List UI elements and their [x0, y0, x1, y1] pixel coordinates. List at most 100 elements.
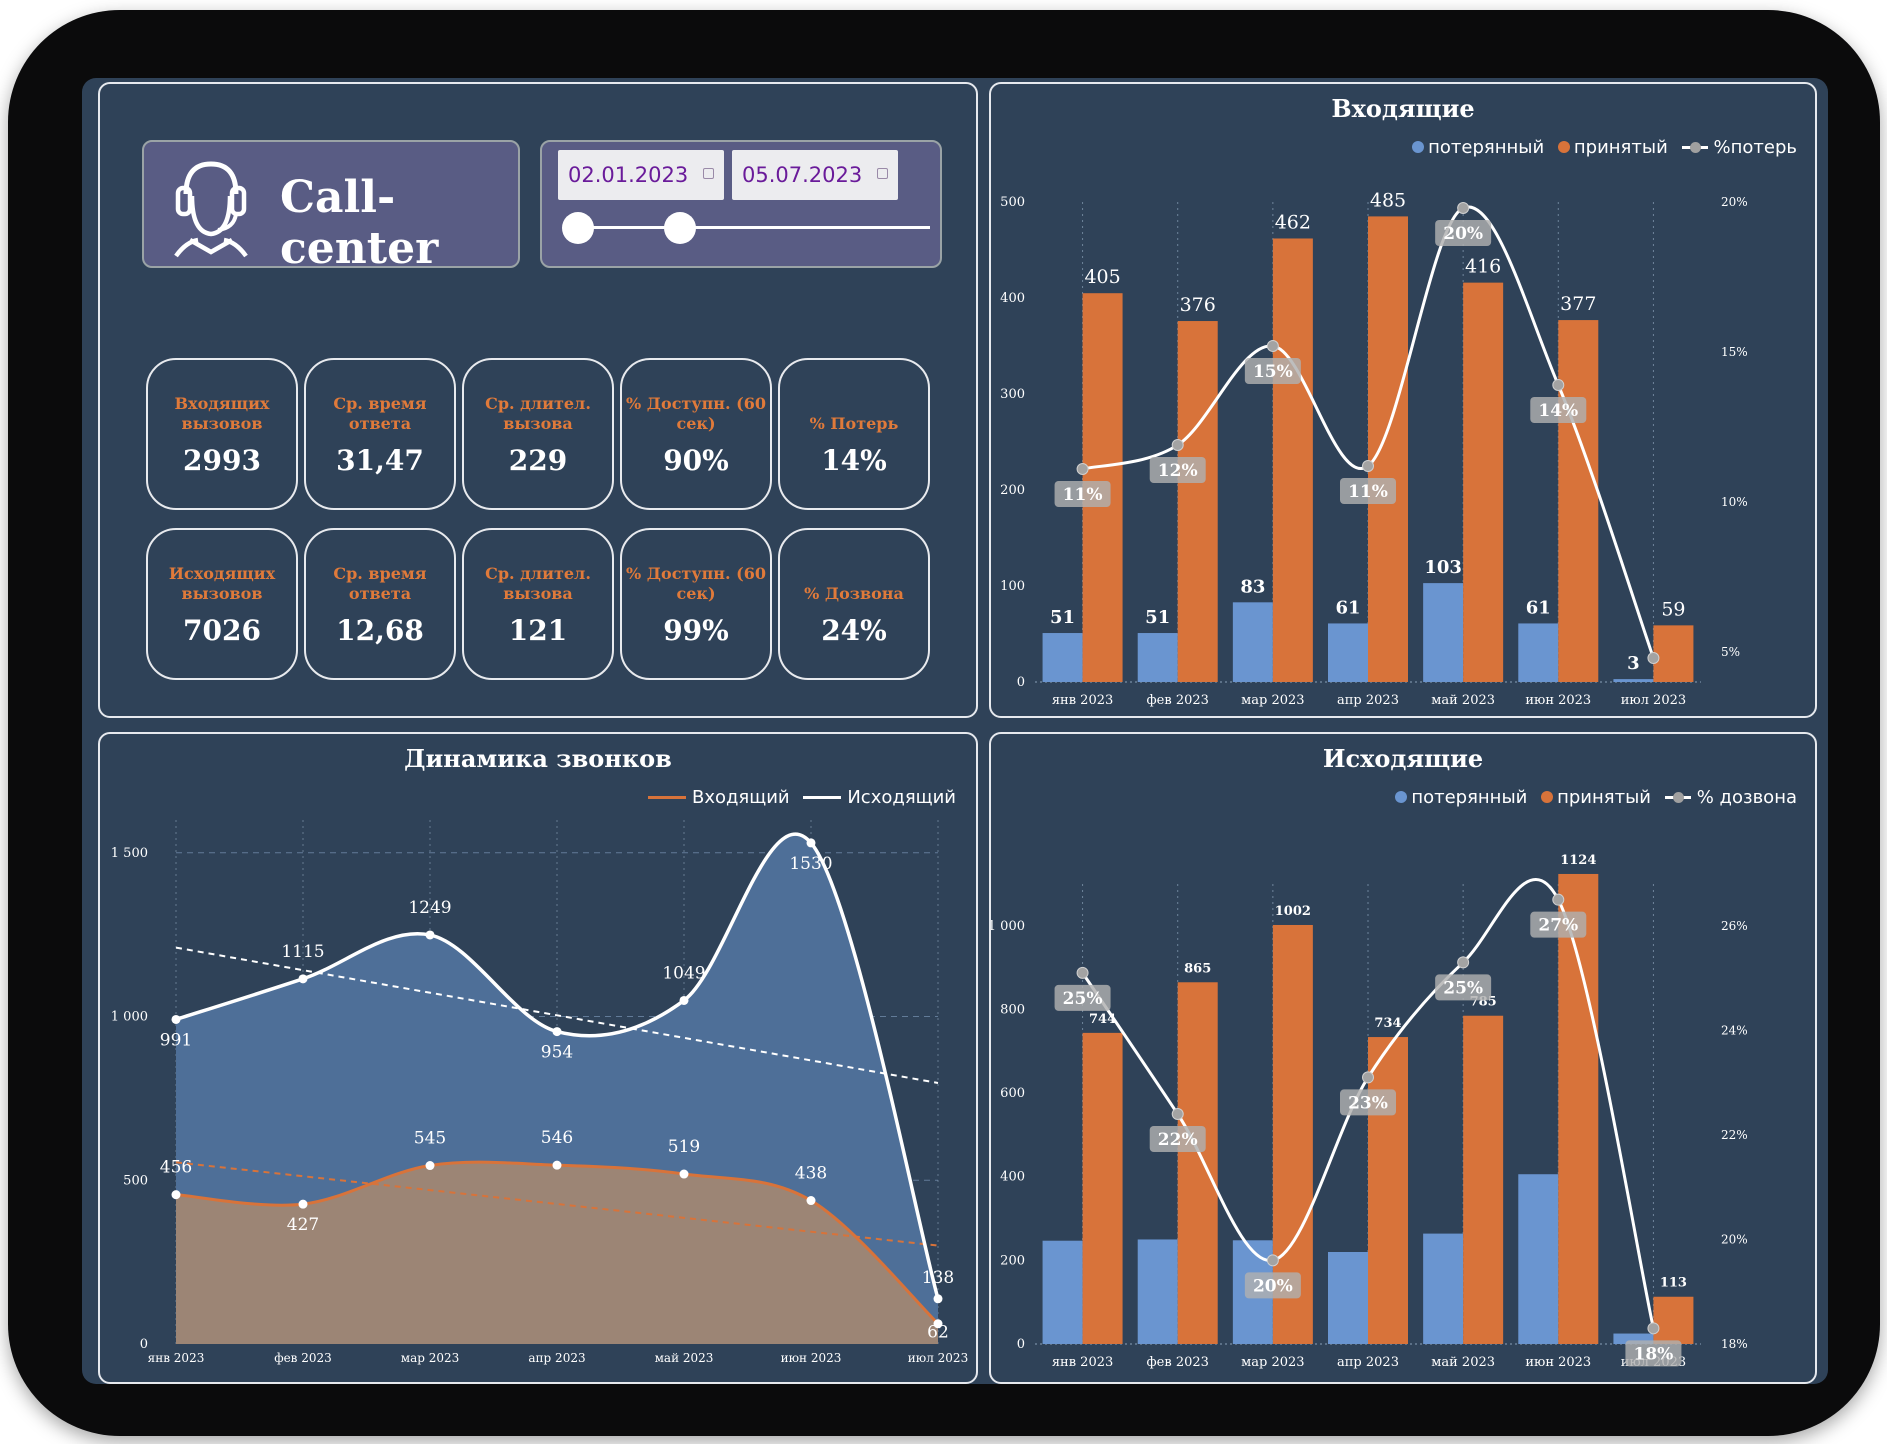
y-tick-label: 500: [123, 1173, 148, 1188]
percent-point: [1266, 340, 1279, 352]
percent-label: 22%: [1158, 1130, 1198, 1150]
date-range-filter: 02.01.2023 05.07.2023: [540, 140, 942, 268]
bar-accepted-label: 376: [1180, 294, 1216, 316]
incoming-value-label: 519: [668, 1137, 700, 1157]
percent-label-box: [1530, 397, 1587, 423]
dashboard-screen: Call-center 02.01.2023 05.07.2023 Входящ…: [82, 78, 1828, 1384]
percent-point: [1076, 966, 1089, 979]
kpi-label: % Доступн. (60 сек): [626, 564, 766, 603]
y2-tick-label: 10%: [1721, 495, 1748, 509]
incoming-point: [933, 1319, 943, 1329]
legend-marker: [1681, 141, 1708, 153]
bar-accepted: [1368, 1037, 1408, 1344]
x-tick-label: мар 2023: [1241, 693, 1304, 708]
y-tick-label: 1 000: [111, 1010, 148, 1025]
bar-accepted-label: 1124: [1560, 853, 1596, 868]
percent-label: 20%: [1253, 1276, 1293, 1296]
incoming-point: [679, 1169, 689, 1179]
kpi-incoming-duration: Ср. длител. вызова 229: [462, 358, 614, 510]
date-slider-start-handle[interactable]: [562, 212, 594, 244]
y-tick-label: 0: [140, 1337, 148, 1352]
bar-lost: [1137, 633, 1178, 682]
incoming-trend-line: [175, 1161, 939, 1247]
calendar-icon[interactable]: [877, 168, 888, 179]
bar-accepted-label: 59: [1661, 598, 1685, 620]
legend-label: %потерь: [1713, 136, 1797, 158]
outgoing-value-label: 1249: [408, 898, 451, 918]
bar-accepted: [1463, 1015, 1504, 1344]
x-tick-label: фев 2023: [274, 1351, 332, 1365]
bar-lost: [1328, 623, 1368, 682]
kpi-outgoing-answer-time: Ср. время ответа 12,68: [304, 528, 456, 680]
kpi-reach-rate: % Дозвона 24%: [778, 528, 930, 680]
kpi-label: Входящих вызовов: [174, 394, 270, 433]
kpi-label: Ср. время ответа: [333, 394, 427, 433]
bar-lost: [1613, 679, 1654, 682]
bar-accepted-label: 416: [1465, 256, 1501, 278]
kpi-incoming-availability: % Доступн. (60 сек) 90%: [620, 358, 772, 510]
legend-marker: [1541, 791, 1554, 803]
date-to-input[interactable]: 05.07.2023: [732, 150, 898, 200]
bar-accepted: [1653, 1296, 1694, 1344]
date-from-value: 02.01.2023: [568, 163, 689, 187]
legend-marker: [803, 795, 842, 799]
legend-label: принятый: [1557, 786, 1651, 808]
percent-point: [1457, 202, 1470, 214]
x-tick-label: май 2023: [1431, 693, 1495, 708]
y-tick-label: 1 500: [111, 846, 148, 861]
app-title: Call-center: [280, 172, 439, 274]
dynamics-chart-panel: Динамика звонков Входящий Исходящий 0 500…: [98, 732, 978, 1384]
y-tick-label: 200: [1000, 483, 1025, 498]
bar-accepted-label: 865: [1184, 961, 1211, 976]
date-slider-track[interactable]: [580, 226, 930, 229]
bar-accepted: [1368, 216, 1408, 682]
bar-lost-label: 61: [1526, 597, 1551, 618]
bar-lost: [1328, 1252, 1368, 1344]
percent-label-box: [1625, 1340, 1682, 1367]
legend-marker: [1412, 141, 1425, 153]
percent-point: [1362, 1071, 1374, 1084]
date-slider-end-handle[interactable]: [664, 212, 696, 244]
x-tick-label: апр 2023: [1337, 693, 1399, 708]
y2-tick-label: 24%: [1721, 1023, 1748, 1037]
percent-point: [1552, 379, 1565, 391]
outgoing-trend-line: [175, 946, 939, 1084]
legend-label: Исходящий: [847, 786, 956, 808]
y-tick-label: 100: [1000, 579, 1025, 594]
legend-marker: [1395, 791, 1408, 803]
bar-lost: [1518, 623, 1559, 682]
outgoing-chart: 0 200 400 600 800 1 000 18% 20% 22% 24% 26% 744 янв …: [991, 853, 1748, 1370]
kpi-label: % Потерь: [809, 414, 899, 433]
kpi-label: Ср. длител. вызова: [485, 394, 591, 433]
incoming-value-label: 546: [541, 1128, 573, 1148]
outgoing-value-label: 991: [160, 1030, 192, 1050]
outgoing-chart-panel: Исходящие потерянный принятый % дозвона …: [989, 732, 1817, 1384]
x-tick-label: май 2023: [1431, 1355, 1495, 1370]
incoming-point: [425, 1161, 435, 1171]
outgoing-point: [552, 1027, 562, 1037]
kpi-label: Ср. длител. вызова: [485, 564, 591, 603]
percent-label-box: [1244, 358, 1301, 384]
legend-label: принятый: [1573, 136, 1668, 158]
percent-point: [1647, 652, 1660, 664]
percent-label-box: [1435, 974, 1492, 1001]
legend-label: Входящий: [691, 786, 790, 808]
calendar-icon[interactable]: [703, 168, 714, 179]
date-from-input[interactable]: 02.01.2023: [558, 150, 724, 200]
kpi-value: 2993: [183, 444, 261, 477]
logo-box: Call-center: [142, 140, 520, 274]
chart-title: Входящие: [1331, 94, 1475, 123]
percent-point: [1171, 1108, 1184, 1120]
outgoing-line: [175, 832, 940, 1300]
bar-lost: [1042, 633, 1083, 682]
y-tick-label: 600: [1000, 1086, 1025, 1101]
kpi-label: Исходящих вызовов: [168, 564, 276, 603]
incoming-value-label: 545: [414, 1129, 446, 1149]
bar-lost-label: 51: [1050, 607, 1075, 628]
x-tick-label: янв 2023: [1052, 693, 1113, 708]
y2-tick-label: 5%: [1721, 645, 1740, 659]
x-tick-label: апр 2023: [1337, 1355, 1399, 1370]
x-tick-label: мар 2023: [1241, 1355, 1304, 1370]
bar-lost: [1423, 583, 1464, 682]
legend-marker: [647, 795, 686, 799]
